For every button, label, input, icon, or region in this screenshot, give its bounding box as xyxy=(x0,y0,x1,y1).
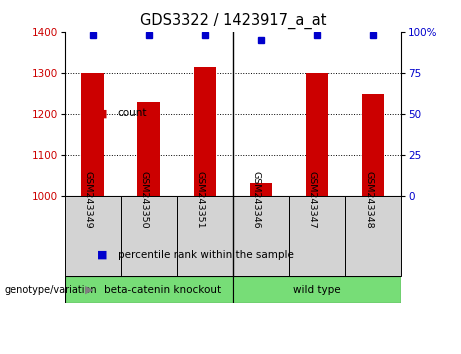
Bar xyxy=(137,102,160,196)
Text: GSM243351: GSM243351 xyxy=(196,171,205,229)
Text: wild type: wild type xyxy=(293,285,341,295)
Bar xyxy=(121,196,177,276)
Bar xyxy=(65,276,233,303)
Bar xyxy=(250,183,272,196)
Bar xyxy=(289,196,345,276)
Text: GSM243346: GSM243346 xyxy=(252,171,261,229)
Text: ■: ■ xyxy=(97,250,107,260)
Text: count: count xyxy=(118,108,147,118)
Bar xyxy=(82,73,104,196)
Text: percentile rank within the sample: percentile rank within the sample xyxy=(118,250,294,260)
Text: GSM243349: GSM243349 xyxy=(83,171,93,229)
Text: GSM243347: GSM243347 xyxy=(308,171,317,229)
Bar xyxy=(194,67,216,196)
Text: genotype/variation: genotype/variation xyxy=(5,285,97,295)
Bar xyxy=(65,196,121,276)
Text: GSM243348: GSM243348 xyxy=(364,171,373,229)
Bar xyxy=(177,196,233,276)
Text: beta-catenin knockout: beta-catenin knockout xyxy=(104,285,221,295)
Bar xyxy=(233,196,289,276)
Bar xyxy=(306,73,328,196)
Title: GDS3322 / 1423917_a_at: GDS3322 / 1423917_a_at xyxy=(140,13,326,29)
Text: ▶: ▶ xyxy=(85,285,94,295)
Text: ■: ■ xyxy=(97,108,107,118)
Text: GSM243350: GSM243350 xyxy=(140,171,148,229)
Bar xyxy=(345,196,401,276)
Bar xyxy=(233,276,401,303)
Bar xyxy=(362,94,384,196)
